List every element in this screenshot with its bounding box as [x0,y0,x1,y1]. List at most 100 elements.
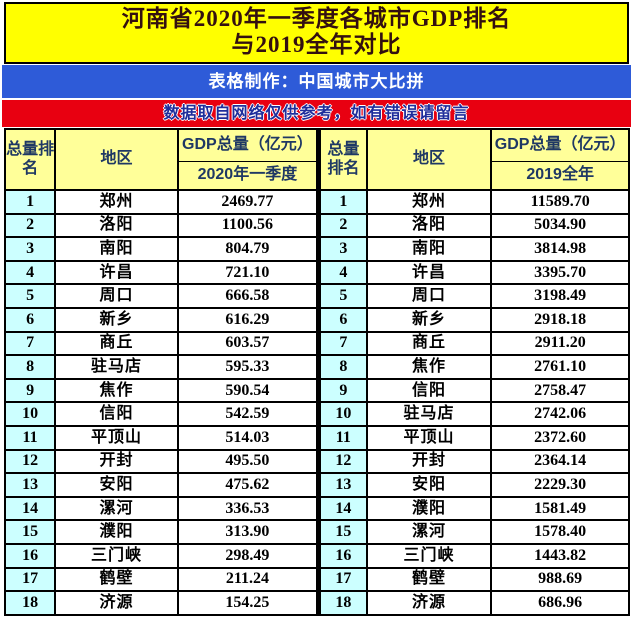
rank-cell-2020q1: 4 [3,259,57,286]
header-region-left: 地区 [54,128,179,191]
table-row: 3 南阳 804.79 3 南阳 3814.98 [3,236,630,262]
header-gdp-right: GDP总量（亿元） [490,128,630,162]
gdp-cell-2020q1: 721.10 [176,259,320,286]
table-header: 总量排名 地区 GDP总量（亿元） 总量排名 地区 GDP总量（亿元） 2020… [3,128,630,191]
header-rank-left: 总量排名 [3,128,57,191]
city-cell-2020q1: 漯河 [54,495,179,522]
gdp-cell-2019: 3814.98 [490,236,630,262]
rank-cell-2019: 8 [315,354,368,380]
gdp-cell-2019: 2372.60 [490,424,630,451]
table-body: 1 郑州 2469.77 1 郑州 11589.70 2 洛阳 1100.56 … [3,189,630,616]
page-title-line1: 河南省2020年一季度各城市GDP排名 [121,6,512,31]
city-cell-2019: 安阳 [365,472,493,498]
gdp-cell-2020q1: 616.29 [176,306,320,333]
gdp-cell-2019: 2911.20 [490,330,630,357]
city-cell-2019: 周口 [365,283,493,309]
gdp-cell-2020q1: 211.24 [176,566,320,593]
table-row: 8 驻马店 595.33 8 焦作 2761.10 [3,354,630,380]
city-cell-2019: 开封 [365,448,493,475]
rank-cell-2020q1: 10 [3,401,57,427]
rank-cell-2019: 1 [315,189,368,215]
rank-cell-2020q1: 16 [3,542,57,569]
table-row: 18 济源 154.25 18 济源 686.96 [3,590,630,616]
city-cell-2019: 焦作 [365,354,493,380]
rank-cell-2019: 2 [315,212,368,239]
gdp-cell-2019: 3198.49 [490,283,630,309]
table-row: 16 三门峡 298.49 16 三门峡 1443.82 [3,542,630,569]
gdp-cell-2020q1: 298.49 [176,542,320,569]
city-cell-2019: 鹤壁 [365,566,493,593]
rank-cell-2020q1: 5 [3,283,57,309]
rank-cell-2019: 5 [315,283,368,309]
gdp-cell-2019: 988.69 [490,566,630,593]
rank-cell-2020q1: 11 [3,424,57,451]
city-cell-2019: 漯河 [365,519,493,545]
notice-bar: 数据取自网络仅供参考，如有错误请留言 [2,100,631,127]
table-row: 13 安阳 475.62 13 安阳 2229.30 [3,472,630,498]
table-row: 10 信阳 542.59 10 驻马店 2742.06 [3,401,630,427]
city-cell-2019: 新乡 [365,306,493,333]
city-cell-2019: 平顶山 [365,424,493,451]
gdp-cell-2019: 2758.47 [490,377,630,404]
header-region-right: 地区 [365,128,493,191]
gdp-cell-2020q1: 336.53 [176,495,320,522]
table-row: 6 新乡 616.29 6 新乡 2918.18 [3,306,630,333]
header-gdp-left: GDP总量（亿元） [176,128,320,162]
table-row: 12 开封 495.50 12 开封 2364.14 [3,448,630,475]
rank-cell-2019: 17 [315,566,368,593]
city-cell-2020q1: 平顶山 [54,424,179,451]
gdp-cell-2019: 1581.49 [490,495,630,522]
gdp-cell-2019: 2761.10 [490,354,630,380]
rank-cell-2019: 15 [315,519,368,545]
city-cell-2019: 驻马店 [365,401,493,427]
city-cell-2020q1: 南阳 [54,236,179,262]
table-row: 2 洛阳 1100.56 2 洛阳 5034.90 [3,212,630,239]
city-cell-2020q1: 周口 [54,283,179,309]
header-period-2020q1: 2020年一季度 [176,161,320,191]
rank-cell-2020q1: 13 [3,472,57,498]
rank-cell-2019: 9 [315,377,368,404]
table-row: 7 商丘 603.57 7 商丘 2911.20 [3,330,630,357]
gdp-cell-2020q1: 1100.56 [176,212,320,239]
city-cell-2020q1: 商丘 [54,330,179,357]
gdp-cell-2019: 2364.14 [490,448,630,475]
rank-cell-2020q1: 8 [3,354,57,380]
rank-cell-2020q1: 14 [3,495,57,522]
gdp-cell-2019: 1578.40 [490,519,630,545]
table-row: 17 鹤壁 211.24 17 鹤壁 988.69 [3,566,630,593]
city-cell-2020q1: 濮阳 [54,519,179,545]
table-row: 15 濮阳 313.90 15 漯河 1578.40 [3,519,630,545]
gdp-cell-2019: 2742.06 [490,401,630,427]
gdp-cell-2019: 11589.70 [490,189,630,215]
rank-cell-2020q1: 3 [3,236,57,262]
city-cell-2020q1: 新乡 [54,306,179,333]
city-cell-2019: 郑州 [365,189,493,215]
city-cell-2020q1: 驻马店 [54,354,179,380]
gdp-cell-2020q1: 603.57 [176,330,320,357]
rank-cell-2019: 16 [315,542,368,569]
city-cell-2020q1: 焦作 [54,377,179,404]
gdp-cell-2019: 5034.90 [490,212,630,239]
gdp-cell-2019: 2918.18 [490,306,630,333]
rank-cell-2020q1: 9 [3,377,57,404]
city-cell-2020q1: 郑州 [54,189,179,215]
rank-cell-2020q1: 7 [3,330,57,357]
city-cell-2019: 许昌 [365,259,493,286]
table-row: 4 许昌 721.10 4 许昌 3395.70 [3,259,630,286]
city-cell-2019: 洛阳 [365,212,493,239]
city-cell-2020q1: 洛阳 [54,212,179,239]
rank-cell-2019: 12 [315,448,368,475]
gdp-cell-2020q1: 475.62 [176,472,320,498]
gdp-cell-2020q1: 495.50 [176,448,320,475]
title-banner: 河南省2020年一季度各城市GDP排名 与2019全年对比 [4,2,629,64]
gdp-cell-2020q1: 804.79 [176,236,320,262]
rank-cell-2019: 18 [315,590,368,616]
rank-cell-2020q1: 12 [3,448,57,475]
gdp-cell-2020q1: 595.33 [176,354,320,380]
gdp-cell-2019: 686.96 [490,590,630,616]
table-row: 14 漯河 336.53 14 濮阳 1581.49 [3,495,630,522]
rank-cell-2019: 6 [315,306,368,333]
gdp-ranking-table: 总量排名 地区 GDP总量（亿元） 总量排名 地区 GDP总量（亿元） 2020… [3,128,630,616]
rank-cell-2020q1: 2 [3,212,57,239]
city-cell-2019: 信阳 [365,377,493,404]
